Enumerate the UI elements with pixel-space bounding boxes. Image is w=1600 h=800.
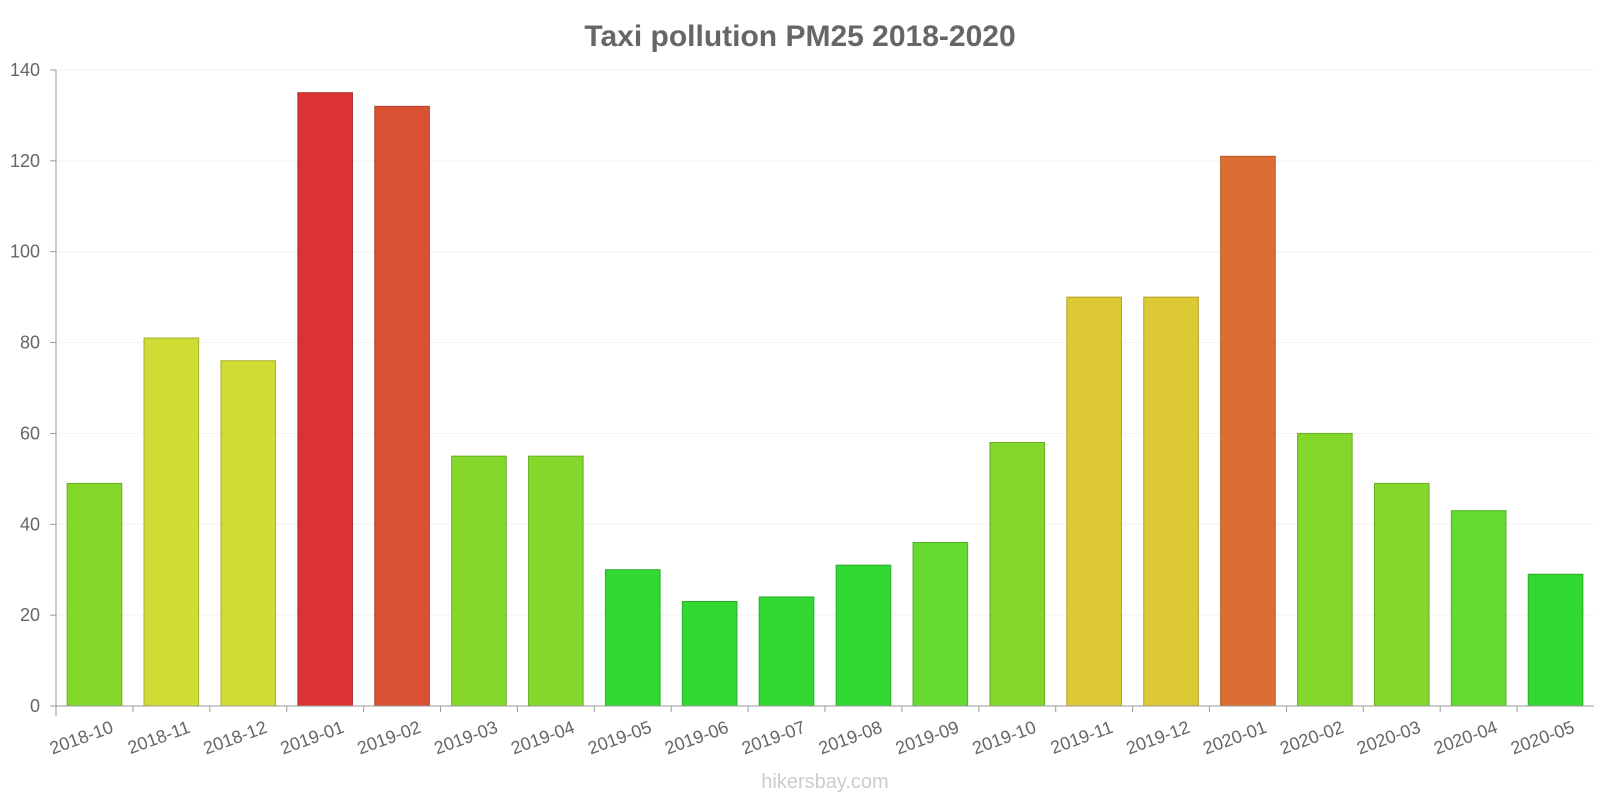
y-tick-label: 20: [20, 605, 40, 625]
x-tick-label-2019-12: 2019-12: [1123, 717, 1192, 758]
y-axis-ticks: 0 20 40 60 80 100 120 140: [10, 60, 56, 716]
bar-2019-08: [835, 564, 892, 707]
y-tick-label: 100: [10, 242, 40, 262]
bar-2019-12: [1143, 296, 1199, 707]
x-tick-label-2019-01: 2019-01: [278, 717, 347, 758]
watermark: hikersbay.com: [761, 771, 888, 793]
x-tick-label-2019-03: 2019-03: [431, 717, 500, 758]
bar-2019-04: [528, 455, 584, 707]
bar-2019-09: [912, 541, 969, 707]
x-tick-label-2019-11: 2019-11: [1048, 717, 1116, 758]
x-tick-label-2019-05: 2019-05: [585, 717, 654, 758]
bar-2019-05: [604, 569, 661, 707]
x-tick-label-2019-04: 2019-04: [508, 717, 577, 758]
x-tick-label-2020-05: 2020-05: [1508, 717, 1577, 758]
x-tick-label-2018-11: 2018-11: [125, 717, 193, 758]
bar-2018-10: [66, 482, 123, 707]
y-tick-label: 120: [10, 151, 40, 171]
x-tick-label-2018-10: 2018-10: [47, 717, 116, 758]
x-tick-label-2020-01: 2020-01: [1200, 717, 1269, 758]
x-tick-label-2020-02: 2020-02: [1277, 717, 1346, 758]
x-tick-label-2018-12: 2018-12: [201, 717, 270, 758]
bar-2019-01: [297, 92, 353, 707]
bar-2019-07: [758, 596, 815, 707]
grid-layer: [56, 69, 1594, 616]
bar-2018-11: [143, 337, 200, 707]
x-tick-label-2019-06: 2019-06: [662, 717, 731, 758]
bar-2019-06: [681, 601, 738, 707]
x-tick-label-2020-03: 2020-03: [1354, 717, 1423, 758]
y-tick-label: 140: [10, 60, 40, 80]
x-tick-label-2019-08: 2019-08: [816, 717, 885, 758]
x-tick-label-2019-09: 2019-09: [893, 717, 962, 758]
bar-2020-03: [1373, 482, 1430, 707]
x-tick-label-2019-10: 2019-10: [970, 717, 1039, 758]
bars: [66, 92, 1584, 707]
bar-2018-12: [220, 360, 277, 707]
y-tick-label: 60: [20, 423, 40, 443]
y-tick-label: 80: [20, 333, 40, 353]
x-tick-label-2020-04: 2020-04: [1431, 717, 1500, 758]
bar-2019-02: [374, 105, 430, 707]
y-tick-label: 0: [30, 696, 40, 716]
bar-2019-10: [989, 442, 1046, 707]
bar-2020-01: [1220, 155, 1276, 707]
bar-2019-03: [451, 455, 507, 707]
bar-2019-11: [1066, 296, 1122, 707]
y-tick-label: 40: [20, 514, 40, 534]
x-axis-ticks: 2018-10 2018-11 2018-12 2019-01 2019-02 2019-…: [47, 706, 1577, 758]
chart-title: Taxi pollution PM25 2018-2020: [584, 20, 1015, 53]
bar-2020-04: [1450, 510, 1507, 707]
x-tick-label-2019-02: 2019-02: [354, 717, 423, 758]
bar-2020-05: [1527, 573, 1584, 707]
x-tick-label-2019-07: 2019-07: [739, 717, 808, 758]
bar-2020-02: [1297, 432, 1353, 707]
